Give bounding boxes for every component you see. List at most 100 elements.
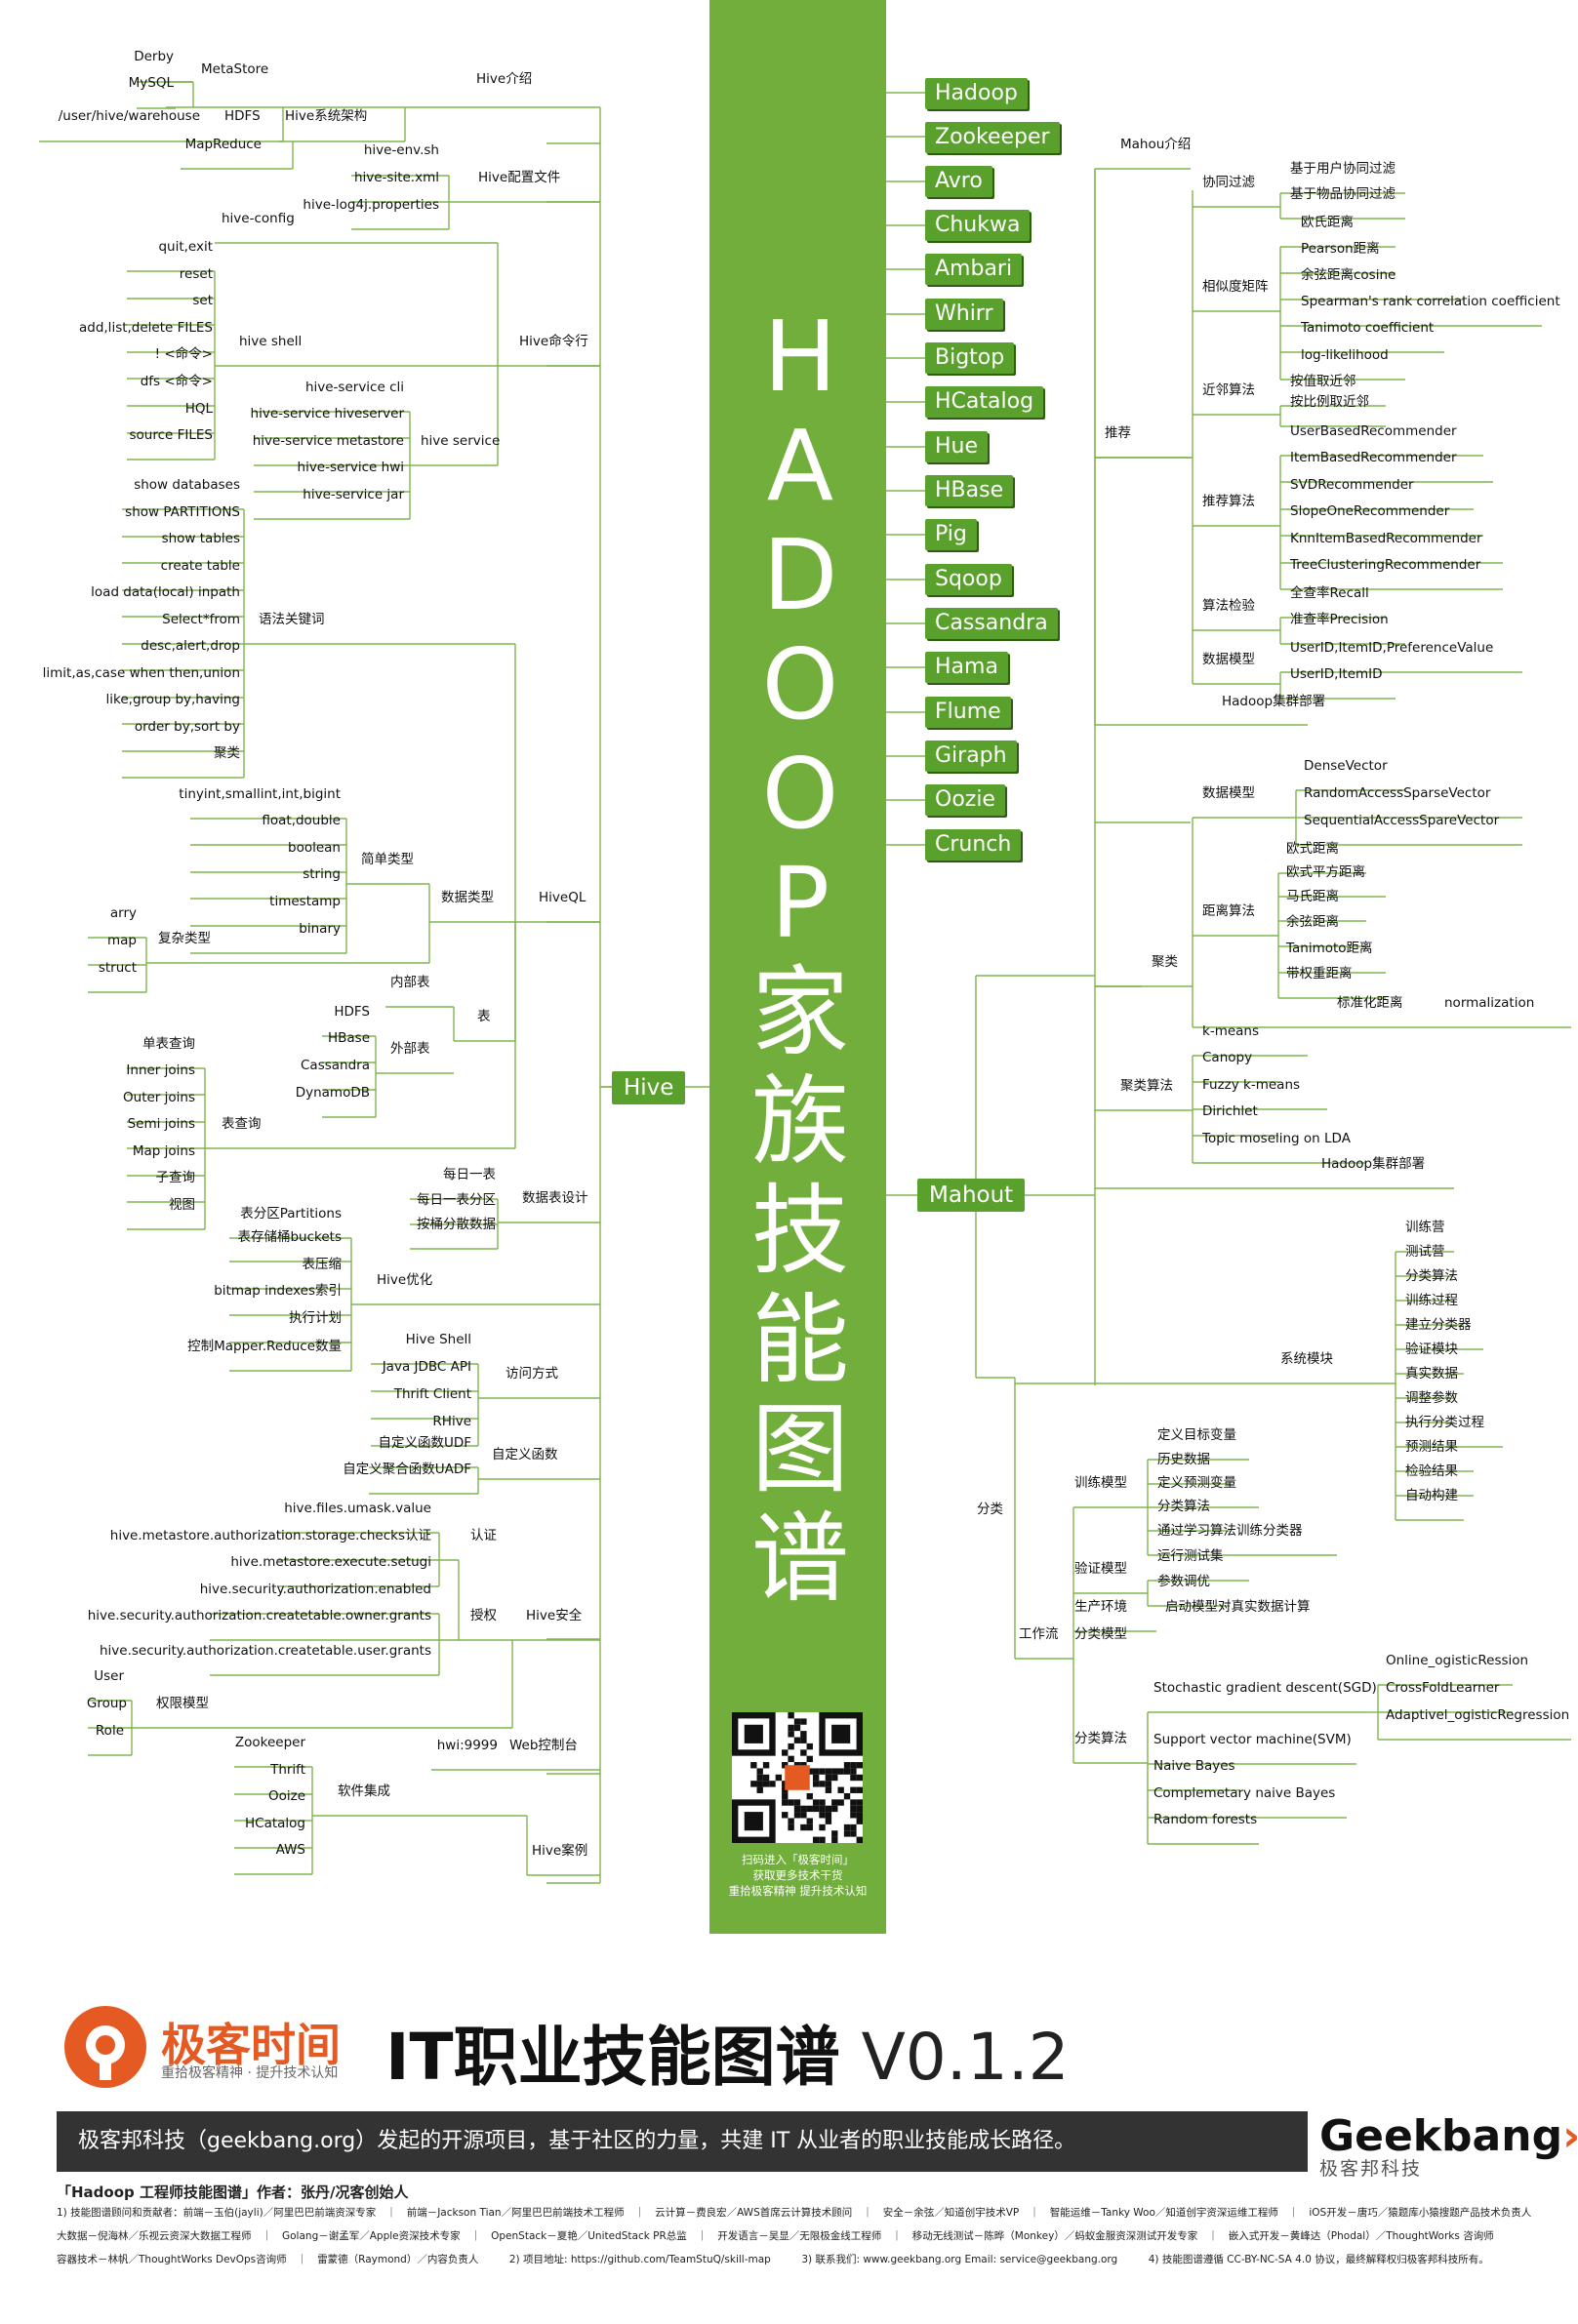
title-char: 家 bbox=[751, 955, 849, 1069]
qr-module bbox=[782, 1749, 789, 1756]
qr-module bbox=[750, 1781, 757, 1787]
node-run-test: 运行测试集 bbox=[1157, 1548, 1224, 1564]
node-spearman: Spearman's rank correlation coefficient bbox=[1301, 294, 1560, 309]
qr-module bbox=[837, 1786, 844, 1793]
node-recommend: 推荐 bbox=[1105, 425, 1131, 441]
node-table-q: 表查询 bbox=[222, 1116, 262, 1132]
qr-module bbox=[831, 1799, 838, 1806]
qr-module bbox=[825, 1786, 832, 1793]
node-tbl-dyn: DynamoDB bbox=[295, 1085, 370, 1101]
node-knn: 近邻算法 bbox=[1202, 382, 1255, 398]
title-char: 族 bbox=[751, 1064, 849, 1179]
qr-module bbox=[850, 1762, 857, 1769]
qr-module bbox=[831, 1768, 838, 1775]
node-workflow: 工作流 bbox=[1019, 1626, 1059, 1642]
family-tag-flume: Flume bbox=[925, 697, 1011, 728]
node-cosine: 余弦距离cosine bbox=[1301, 267, 1396, 283]
node-ibr: ItemBasedRecommender bbox=[1290, 450, 1457, 465]
node-bang: ! <命令> bbox=[154, 346, 213, 362]
qr-module bbox=[800, 1737, 807, 1743]
qr-caption: 扫码进入「极客时间」 获取更多技术干货 重拾极客精神 提升技术认知 bbox=[709, 1852, 886, 1899]
family-tag-hama: Hama bbox=[925, 652, 1008, 683]
qr-module bbox=[837, 1799, 844, 1806]
node-udf: 自定义函数UDF bbox=[378, 1435, 471, 1451]
family-tag-cassandra: Cassandra bbox=[925, 608, 1058, 639]
node-weighted: 带权重距离 bbox=[1286, 966, 1353, 982]
node-show-tables: show tables bbox=[161, 531, 240, 546]
qr-module bbox=[750, 1762, 757, 1769]
qr-module bbox=[800, 1812, 807, 1819]
node-syntax-kw: 语法关键词 bbox=[259, 612, 325, 627]
qr-module bbox=[788, 1731, 794, 1738]
credit-line: 大数据－倪海林／乐视云资深大数据工程师 ｜ Golang－谢孟军／Apple资深… bbox=[57, 2230, 1494, 2242]
qr-module bbox=[825, 1805, 832, 1813]
node-mapreduce: MapReduce bbox=[184, 137, 262, 152]
qr-module bbox=[775, 1774, 783, 1782]
node-manhattan: 马氏距离 bbox=[1286, 889, 1339, 904]
qr-module bbox=[788, 1755, 794, 1763]
qr-module bbox=[831, 1836, 838, 1843]
node-tbl-design: 数据表设计 bbox=[522, 1190, 588, 1206]
qr-module bbox=[782, 1762, 789, 1769]
node-hiveql: HiveQL bbox=[539, 890, 587, 905]
node-derby: Derby bbox=[134, 49, 174, 64]
node-recall: 全查率Recall bbox=[1290, 585, 1369, 601]
qr-module bbox=[788, 1818, 794, 1824]
node-crossfold: CrossFoldLearner bbox=[1386, 1680, 1500, 1696]
qr-module bbox=[782, 1786, 789, 1793]
node-umask: hive.files.umask.value bbox=[284, 1501, 431, 1516]
node-semi-joins: Semi joins bbox=[127, 1116, 195, 1132]
node-online-lr: Online_ogisticRession bbox=[1386, 1653, 1529, 1668]
qr-module bbox=[812, 1836, 820, 1843]
qr-module bbox=[744, 1812, 763, 1831]
node-hive-log4j: hive-log4j.properties bbox=[303, 197, 439, 213]
qr-module bbox=[793, 1737, 801, 1743]
node-user-cf: 基于用户协同过滤 bbox=[1290, 161, 1396, 177]
node-thrift: Thrift bbox=[270, 1762, 305, 1778]
node-select: Select*from bbox=[162, 612, 240, 627]
node-pref-val: UserID,ItemID,PreferenceValue bbox=[1290, 640, 1494, 656]
node-cls-algo3: 分类算法 bbox=[1074, 1731, 1127, 1746]
family-tag-chukwa: Chukwa bbox=[925, 210, 1031, 241]
node-history: 历史数据 bbox=[1157, 1452, 1210, 1467]
qr-module bbox=[800, 1762, 807, 1769]
qr-module bbox=[819, 1812, 826, 1819]
qr-module bbox=[806, 1818, 813, 1824]
node-inner-table: 内部表 bbox=[390, 975, 430, 990]
qr-module bbox=[756, 1774, 763, 1782]
qr-module bbox=[756, 1786, 763, 1793]
node-thrift-client: Thrift Client bbox=[393, 1386, 471, 1402]
node-sw-integ: 软件集成 bbox=[338, 1783, 390, 1799]
geektime-logo-text: 极客时间 bbox=[161, 2019, 341, 2071]
qr-module bbox=[793, 1718, 801, 1725]
node-kmeans: k-means bbox=[1202, 1023, 1260, 1039]
node-desc: desc,alert,drop bbox=[141, 638, 240, 654]
node-svm: Support vector machine(SVM) bbox=[1153, 1732, 1352, 1747]
node-cf: 协同过滤 bbox=[1202, 175, 1255, 190]
node-data-type: 数据类型 bbox=[441, 890, 494, 905]
qr-module bbox=[856, 1774, 863, 1782]
family-tag-zookeeper: Zookeeper bbox=[925, 122, 1060, 153]
node-svc-metastore: hive-service metastore bbox=[252, 433, 404, 449]
qr-module bbox=[800, 1718, 807, 1725]
qr-module bbox=[856, 1786, 863, 1793]
footer-title: IT职业技能图谱 V0.1.2 bbox=[385, 2005, 1070, 2099]
geekbang-brand-text: Geekbang bbox=[1319, 2111, 1563, 2161]
node-rf: Random forests bbox=[1153, 1812, 1258, 1827]
node-udaf: 自定义聚合函数UADF bbox=[343, 1462, 471, 1477]
node-hive-cmd: Hive命令行 bbox=[519, 334, 588, 349]
node-hive-opt: Hive优化 bbox=[377, 1272, 433, 1288]
title-char: O bbox=[761, 627, 839, 741]
qr-module bbox=[762, 1781, 770, 1787]
node-tanimoto: Tanimoto coefficient bbox=[1301, 320, 1435, 336]
qr-module bbox=[800, 1749, 807, 1756]
node-set: set bbox=[192, 293, 213, 308]
geekbang-brand-sub: 极客邦科技 bbox=[1319, 2158, 1423, 2180]
node-subq: 子查询 bbox=[155, 1170, 196, 1185]
node-slope: SlopeOneRecommender bbox=[1290, 503, 1450, 519]
qr-code-icon bbox=[732, 1712, 863, 1843]
qr-module bbox=[825, 1781, 832, 1787]
node-auto-build: 自动构建 bbox=[1405, 1488, 1458, 1503]
node-plan: 执行计划 bbox=[289, 1310, 342, 1326]
title-char: P bbox=[770, 846, 830, 960]
